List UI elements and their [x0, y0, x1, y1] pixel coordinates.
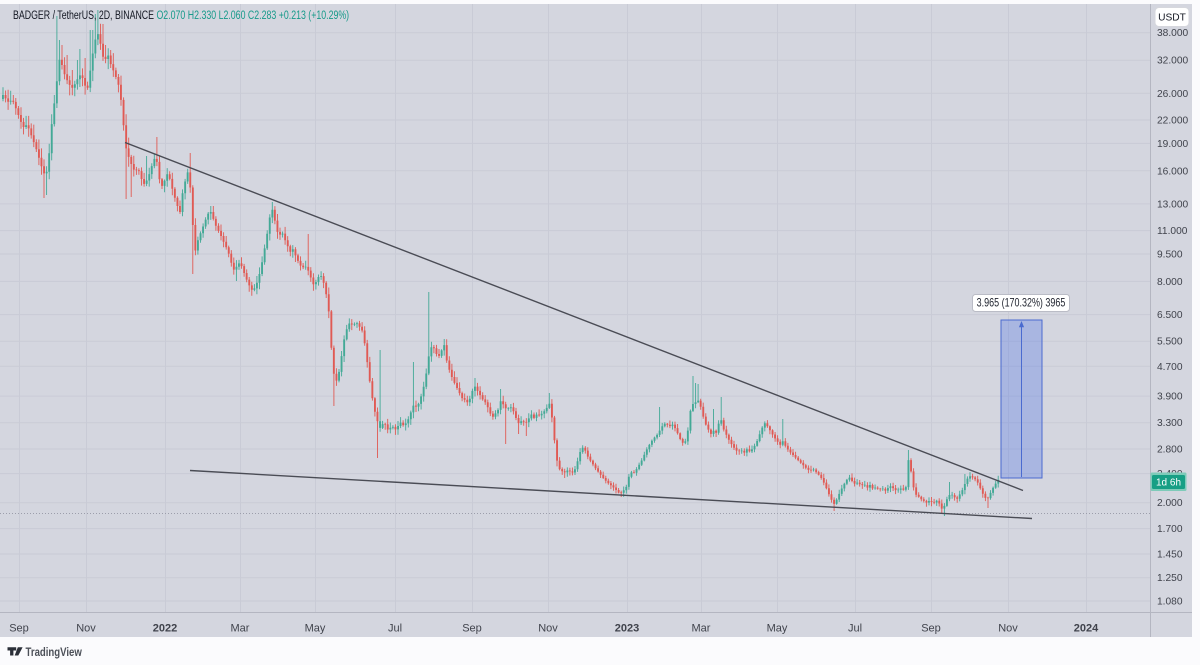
svg-text:Mar: Mar: [692, 623, 711, 635]
svg-text:BADGER / TetherUS, 2D, BINANCE: BADGER / TetherUS, 2D, BINANCE O2.070 H2…: [13, 9, 349, 23]
svg-text:6.500: 6.500: [1157, 310, 1183, 321]
svg-text:2.000: 2.000: [1157, 498, 1183, 509]
svg-text:3.965 (170.32%) 3965: 3.965 (170.32%) 3965: [977, 298, 1066, 310]
svg-text:5.500: 5.500: [1157, 337, 1183, 348]
svg-text:19.000: 19.000: [1157, 139, 1188, 150]
svg-text:Sep: Sep: [9, 623, 29, 635]
svg-text:Mar: Mar: [231, 623, 250, 635]
svg-text:2023: 2023: [615, 623, 639, 635]
svg-text:Nov: Nov: [538, 623, 558, 635]
svg-text:3.900: 3.900: [1157, 392, 1183, 403]
svg-text:1.700: 1.700: [1157, 524, 1183, 535]
svg-text:2024: 2024: [1074, 623, 1099, 635]
svg-text:Sep: Sep: [462, 623, 482, 635]
svg-text:8.000: 8.000: [1157, 277, 1183, 288]
svg-text:26.000: 26.000: [1157, 89, 1188, 100]
svg-text:Nov: Nov: [76, 623, 96, 635]
svg-text:1d 6h: 1d 6h: [1156, 478, 1181, 489]
svg-text:1.450: 1.450: [1157, 550, 1183, 561]
svg-text:Jul: Jul: [848, 623, 862, 635]
svg-text:USDT: USDT: [1158, 13, 1186, 24]
svg-text:2022: 2022: [153, 623, 177, 635]
svg-text:Jul: Jul: [388, 623, 402, 635]
svg-text:2.800: 2.800: [1157, 445, 1183, 456]
svg-text:38.000: 38.000: [1157, 28, 1188, 39]
svg-text:3.300: 3.300: [1157, 418, 1183, 429]
svg-text:May: May: [305, 623, 326, 635]
svg-text:Sep: Sep: [921, 623, 941, 635]
svg-text:13.000: 13.000: [1157, 199, 1188, 210]
svg-text:32.000: 32.000: [1157, 56, 1188, 67]
svg-text:1.080: 1.080: [1157, 597, 1183, 608]
svg-text:TradingView: TradingView: [26, 646, 83, 659]
svg-text:9.500: 9.500: [1157, 250, 1183, 261]
svg-text:11.000: 11.000: [1157, 226, 1188, 237]
svg-text:Nov: Nov: [998, 623, 1018, 635]
svg-text:May: May: [767, 623, 788, 635]
svg-text:1.250: 1.250: [1157, 573, 1183, 584]
svg-text:22.000: 22.000: [1157, 116, 1188, 127]
svg-text:16.000: 16.000: [1157, 166, 1188, 177]
svg-text:4.700: 4.700: [1157, 362, 1183, 373]
